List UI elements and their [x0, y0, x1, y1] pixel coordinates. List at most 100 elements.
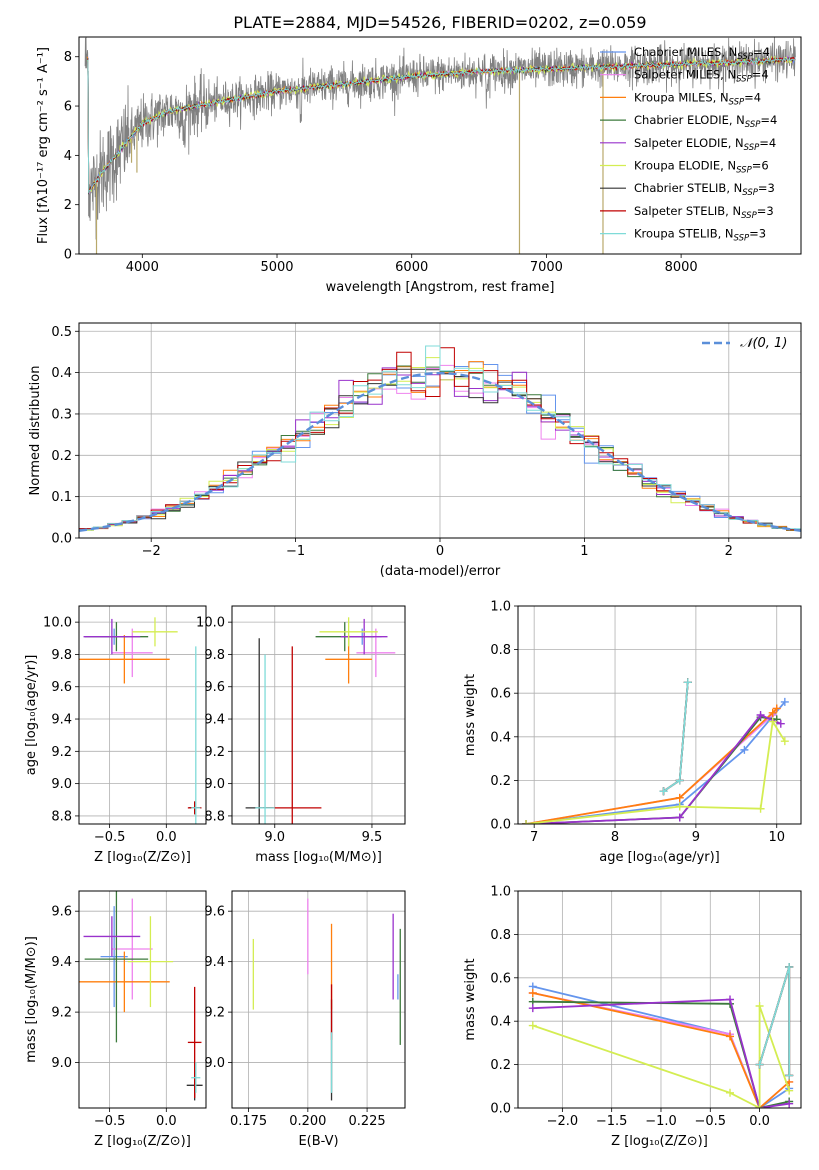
- y-tick-label: 9.4: [51, 955, 72, 970]
- y-tick-label: 0.2: [51, 449, 72, 464]
- mass-weight-marker: [675, 793, 684, 802]
- x-tick-label: 9.5: [362, 830, 383, 845]
- normal-curve: [79, 371, 801, 532]
- legend-entry: Salpeter MILES, NSSP=4: [634, 68, 769, 85]
- y-tick-label: 1.0: [490, 885, 511, 900]
- axes-frame: [231, 605, 406, 825]
- errorbar-kroupa-stelib: [191, 646, 201, 824]
- legend-entry: Kroupa STELIB, NSSP=3: [634, 227, 766, 244]
- mass-weight-marker: [785, 1071, 794, 1080]
- errorbar-kroupa-elodie: [127, 916, 174, 1008]
- mass-weight-marker: [528, 1021, 537, 1030]
- mass-weight-kroupa-elodie: [522, 717, 789, 824]
- x-axis-label: Z [log₁₀(Z/Z⊙)]: [94, 850, 191, 865]
- y-tick-label: 9.2: [51, 1006, 72, 1021]
- x-tick-label: −0.5: [94, 830, 126, 845]
- mass-weight-marker: [740, 745, 749, 754]
- x-tick-label: 9: [692, 830, 700, 845]
- legend-entry: Salpeter STELIB, NSSP=3: [634, 204, 774, 221]
- y-tick-label: 9.0: [51, 1056, 72, 1071]
- mass-weight-marker: [726, 1088, 735, 1097]
- y-axis-label: mass weight: [463, 674, 478, 756]
- mass-weight-kroupa-miles: [528, 988, 794, 1108]
- y-tick-label: 0.0: [490, 818, 511, 833]
- y-tick-label: 4: [64, 149, 72, 164]
- y-tick-label: 0.2: [490, 1058, 511, 1073]
- plot-area-mass_weight_vs_metallicity: [528, 962, 794, 1108]
- y-tick-label: 0.0: [490, 1102, 511, 1117]
- y-tick-label: 9.6: [51, 905, 72, 920]
- y-tick-label: 9.2: [204, 745, 225, 760]
- y-tick-label: 9.4: [204, 713, 225, 728]
- errorbar-kroupa-elodie: [319, 617, 378, 647]
- axes-frame: [78, 36, 802, 255]
- axes-frame: [517, 605, 802, 825]
- y-tick-label: 9.0: [204, 1056, 225, 1071]
- plot-area-spectrum: [84, 37, 796, 254]
- axes-mass_vs_metallicity: −0.5 0.0 9.0 9.2 9.4 9.6 Z [log₁₀(Z/Z⊙)] mass […: [24, 890, 207, 1149]
- mass-weight-marker: [756, 711, 765, 719]
- mass-weight-marker: [768, 717, 777, 726]
- axes-age_vs_metallicity: −0.5 0.0 8.8 9.0 9.2 9.4 9.6 9.8 10.0 Z [log₁₀(Z/…: [24, 605, 207, 865]
- axes-residuals: −2 −1 0 1 2 0.0 0.1 0.2 0.3 0.4 0.5 (data-model)/er…: [28, 322, 802, 579]
- axes-frame: [78, 890, 207, 1109]
- x-axis-label: wavelength [Angstrom, rest frame]: [326, 280, 555, 295]
- x-tick-label: 8000: [665, 260, 698, 275]
- x-tick-label: 4000: [126, 260, 159, 275]
- y-tick-label: 9.6: [204, 905, 225, 920]
- axes-mass_weight_vs_metallicity: −2.0 −1.5 −1.0 −0.5 0.0 0.0 0.2 0.4 0.6 0.8 1.0 Z […: [463, 885, 802, 1149]
- y-axis-label: age [log₁₀(age/yr)]: [24, 655, 39, 776]
- mass-weight-marker: [756, 804, 765, 813]
- x-tick-label: −1.0: [645, 1114, 677, 1129]
- mass-weight-marker: [776, 719, 785, 728]
- x-tick-label: 2: [725, 544, 733, 559]
- errorbar-kroupa-stelib: [191, 1062, 201, 1093]
- y-tick-label: 0.4: [51, 366, 72, 381]
- y-tick-label: 0.3: [51, 407, 72, 422]
- axes-frame: [78, 322, 802, 539]
- legend-entry: Chabrier STELIB, NSSP=3: [634, 181, 775, 198]
- x-axis-label: E(B-V): [298, 1134, 338, 1149]
- errorbar-salpeter-stelib: [187, 986, 202, 1098]
- mass-weight-salpeter-elodie: [528, 995, 794, 1108]
- plot-area-mass_weight_vs_age: [522, 678, 789, 824]
- mass-weight-kroupa-stelib: [755, 962, 794, 1080]
- y-tick-label: 1.0: [490, 600, 511, 615]
- mass-weight-marker: [675, 802, 684, 811]
- legend-entry: Salpeter ELODIE, NSSP=4: [634, 136, 776, 153]
- mass-weight-marker: [755, 1002, 764, 1011]
- y-tick-label: 9.8: [51, 648, 72, 663]
- y-tick-label: 9.4: [51, 713, 72, 728]
- errorbar-salpeter-elodie: [340, 618, 388, 655]
- mass-weight-marker: [755, 1104, 764, 1108]
- x-tick-label: 0: [436, 544, 444, 559]
- axes-frame: [78, 605, 207, 825]
- mass-weight-marker: [726, 1032, 735, 1041]
- y-tick-label: 10.0: [43, 616, 72, 631]
- y-axis-label: Normed distribution: [28, 366, 43, 496]
- x-tick-label: −0.5: [94, 1114, 126, 1129]
- mass-weight-line: [532, 998, 790, 1108]
- plot-area-age_vs_metallicity: [79, 617, 202, 824]
- mass-weight-marker: [780, 737, 789, 746]
- mass-weight-marker: [675, 776, 684, 785]
- mass-weight-chabrier-elodie: [522, 713, 781, 824]
- y-tick-label: 9.2: [204, 1006, 225, 1021]
- y-tick-label: 0.8: [490, 643, 511, 658]
- legend-spectrum: Chabrier MILES, NSSP=4 Salpeter MILES, NS…: [600, 45, 777, 244]
- x-tick-label: −1: [286, 544, 305, 559]
- x-tick-label: 0.0: [156, 1114, 177, 1129]
- x-tick-label: 0.0: [156, 830, 177, 845]
- y-tick-label: 9.2: [51, 745, 72, 760]
- errorbar-chabrier-elodie: [84, 891, 149, 1043]
- x-tick-label: 7000: [530, 260, 563, 275]
- mass-weight-marker: [675, 813, 684, 822]
- mass-weight-line: [525, 701, 786, 824]
- mass-weight-marker: [755, 1060, 764, 1069]
- axes-mass_vs_ebv: 0.175 0.200 0.225 9.0 9.2 9.4 9.6 E(B-V): [204, 890, 406, 1149]
- errorbar-salpeter-miles: [111, 628, 153, 678]
- axes-age_vs_mass: 9.0 9.5 8.8 9.0 9.2 9.4 9.6 9.8 10.0 mass [log₁₀(…: [196, 605, 406, 865]
- x-tick-label: 5000: [260, 260, 293, 275]
- errorbar-chabrier-miles: [100, 906, 128, 1008]
- x-tick-label: −2: [142, 544, 161, 559]
